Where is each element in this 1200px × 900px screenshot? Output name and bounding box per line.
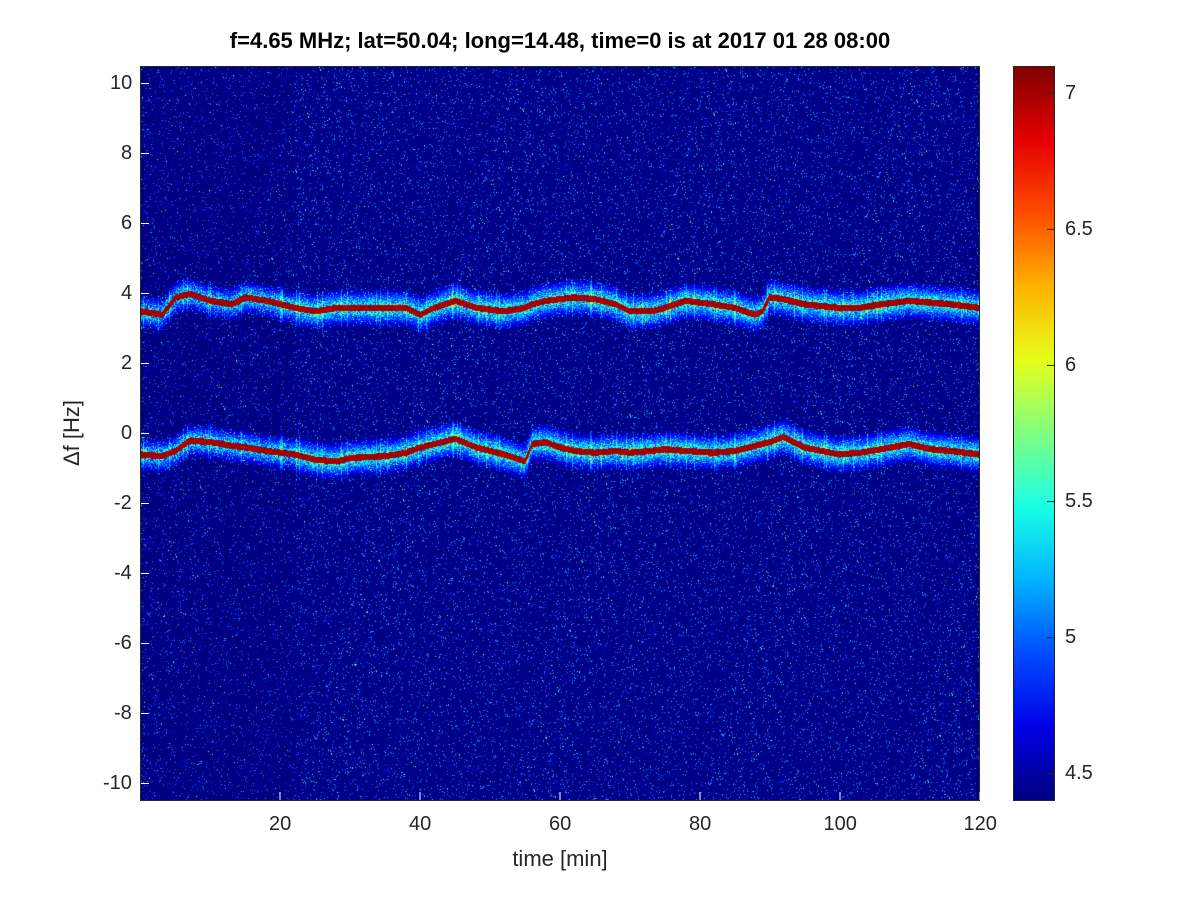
colorbar-tick-label: 5.5 — [1065, 490, 1093, 513]
y-tick-label: 8 — [121, 142, 133, 164]
x-tick-label: 20 — [269, 813, 292, 835]
x-tick-label: 60 — [549, 813, 572, 835]
x-tick-label: 80 — [689, 813, 712, 835]
spectrogram-heatmap — [141, 67, 979, 800]
colorbar-tick-label: 5 — [1065, 626, 1077, 649]
y-tick-label: -2 — [114, 492, 132, 514]
colorbar-tick-label: 6 — [1065, 353, 1077, 376]
colorbar-tick-label: 4.5 — [1065, 762, 1093, 785]
x-axis-label: time [min] — [512, 846, 608, 871]
x-tick-label: 100 — [823, 813, 857, 835]
colorbar — [1013, 66, 1055, 801]
x-tick-label: 40 — [409, 813, 432, 835]
colorbar-tick-label: 7 — [1065, 81, 1077, 104]
colorbar-tick-label: 6.5 — [1065, 217, 1093, 240]
y-tick-label: 2 — [121, 352, 133, 374]
chart-title: f=4.65 MHz; lat=50.04; long=14.48, time=… — [229, 28, 891, 53]
y-tick-label: 0 — [121, 422, 133, 444]
y-tick-label: -6 — [114, 632, 132, 654]
y-tick-label: -4 — [114, 562, 132, 584]
y-tick-label: 6 — [121, 212, 133, 234]
y-tick-label: -8 — [114, 702, 132, 724]
y-axis-label: Δf [Hz] — [59, 399, 84, 467]
plot-area — [140, 66, 980, 801]
y-tick-label: -10 — [103, 772, 132, 794]
y-tick-label: 4 — [121, 282, 133, 304]
x-tick-label: 120 — [963, 813, 997, 835]
y-tick-label: 10 — [110, 72, 133, 94]
